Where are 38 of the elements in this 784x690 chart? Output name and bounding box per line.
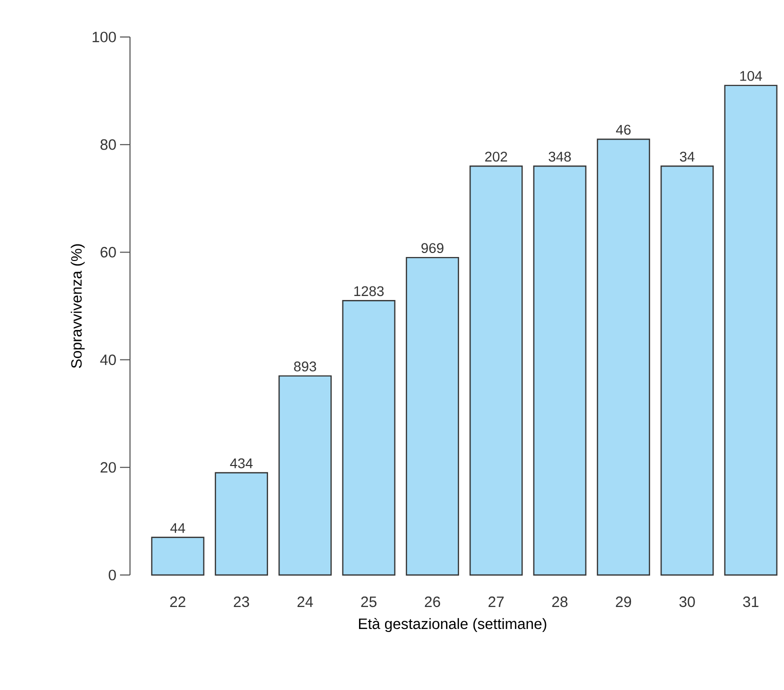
annotation: 46 [616,124,631,135]
x-tick-label: 29 [616,596,632,608]
annotation: 434 [230,458,253,468]
bar [278,375,332,576]
bar [470,166,523,576]
annotation: 1283 [354,286,384,296]
annotation: 44 [170,523,186,533]
x-tick-label: 27 [488,596,504,607]
bar [342,300,396,576]
bar [151,536,204,576]
annotation: 348 [548,152,571,162]
annotation: 969 [421,243,444,254]
bar [406,256,460,576]
annotation: 202 [485,152,508,162]
bar [214,472,268,576]
y-tick-label: 20 [100,462,116,473]
bar [596,138,650,576]
x-tick-label: 22 [170,596,186,607]
x-axis-title: Età gestazionale (settimane) [359,618,546,632]
y-tick-label: 0 [108,570,116,580]
x-tick-label: 23 [234,596,250,608]
x-tick-label: 31 [743,596,758,608]
annotation: 34 [680,152,694,162]
x-tick-label: 30 [679,596,695,608]
x-tick-label: 26 [424,596,440,608]
y-axis-title: Sopravvivenza (%) [70,244,85,368]
bar [660,166,714,576]
annotation: 893 [294,362,316,372]
y-tick-label: 80 [100,139,116,150]
x-tick-label: 25 [361,596,376,608]
bar [724,84,778,576]
y-tick-label: 40 [100,354,116,366]
y-tick-label: 100 [92,32,116,42]
x-tick-label: 28 [552,596,568,608]
bar [533,166,586,576]
x-tick-label: 24 [298,596,313,607]
annotation: 104 [740,71,762,81]
y-tick-label: 60 [100,246,116,258]
